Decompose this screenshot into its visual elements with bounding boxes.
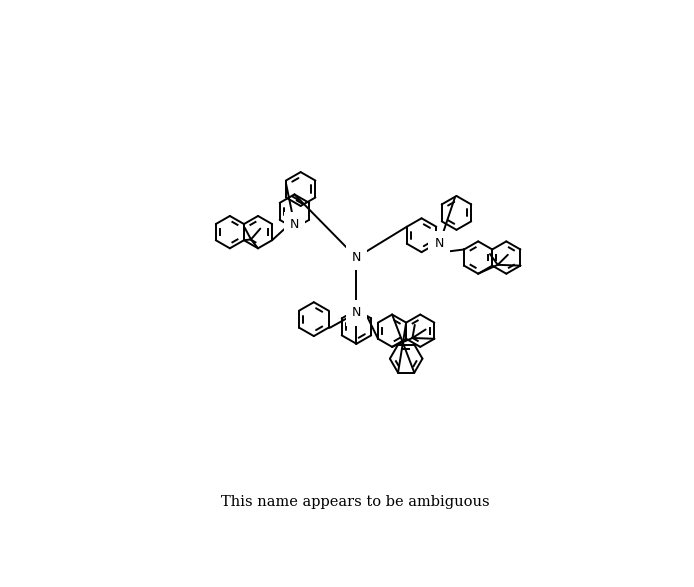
Text: This name appears to be ambiguous: This name appears to be ambiguous [221,495,490,509]
Text: N: N [352,251,361,264]
Text: N: N [290,218,299,231]
Text: N: N [352,306,361,319]
Text: N: N [434,237,444,250]
